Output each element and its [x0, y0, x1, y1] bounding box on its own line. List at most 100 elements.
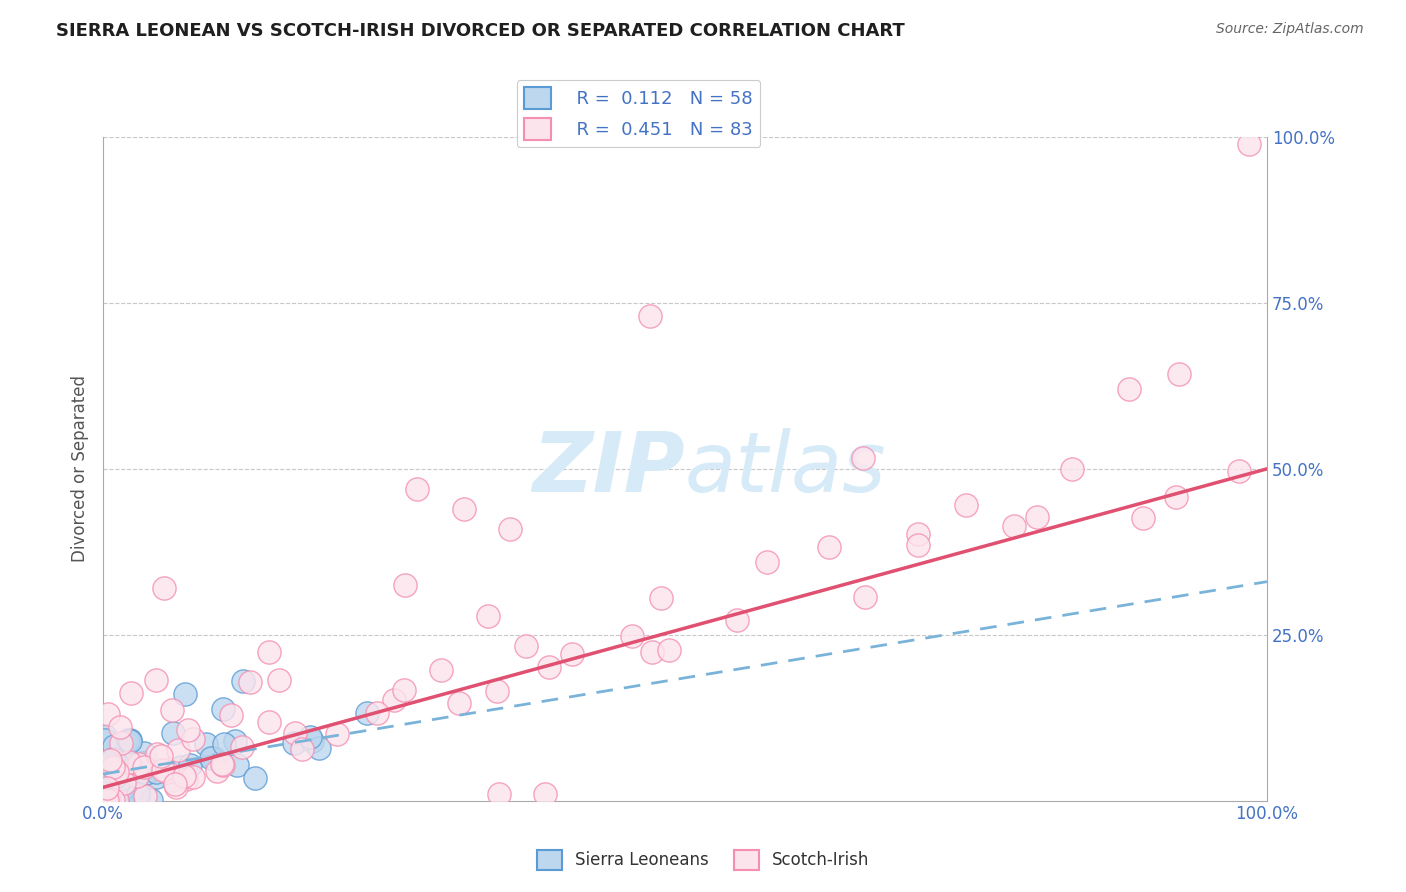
Point: [755, 555, 778, 569]
Point: [205, 764, 228, 778]
Point: [301, 733, 323, 747]
Point: [1239, 136, 1261, 151]
Point: [394, 578, 416, 592]
Point: [239, 675, 262, 690]
Legend: Sierra Leoneans, Scotch-Irish: Sierra Leoneans, Scotch-Irish: [530, 843, 876, 877]
Point: [110, 736, 132, 750]
Point: [94, 756, 117, 771]
Point: [155, 764, 177, 779]
Point: [105, 756, 128, 771]
Point: [112, 792, 135, 806]
Point: [105, 765, 128, 780]
Point: [170, 760, 193, 774]
Point: [224, 734, 246, 748]
Point: [110, 793, 132, 807]
Point: [110, 785, 132, 799]
Point: [98, 753, 121, 767]
Point: [165, 780, 187, 794]
Point: [1168, 368, 1191, 382]
Point: [129, 756, 152, 770]
Point: [561, 647, 583, 661]
Point: [1118, 382, 1140, 396]
Point: [93, 790, 115, 805]
Point: [145, 765, 167, 780]
Point: [283, 736, 305, 750]
Point: [134, 760, 156, 774]
Point: [145, 770, 167, 784]
Point: [200, 751, 222, 765]
Point: [245, 771, 267, 785]
Point: [326, 727, 349, 741]
Point: [486, 684, 509, 698]
Point: [194, 737, 217, 751]
Point: [114, 756, 136, 771]
Point: [146, 747, 169, 761]
Point: [641, 645, 664, 659]
Point: [111, 746, 134, 760]
Point: [101, 793, 124, 807]
Point: [394, 682, 416, 697]
Point: [128, 756, 150, 771]
Text: Source: ZipAtlas.com: Source: ZipAtlas.com: [1216, 22, 1364, 37]
Point: [852, 451, 875, 466]
Point: [160, 703, 183, 717]
Point: [638, 310, 661, 324]
Point: [108, 720, 131, 734]
Point: [366, 706, 388, 721]
Point: [211, 757, 233, 772]
Y-axis label: Divorced or Separated: Divorced or Separated: [72, 376, 89, 562]
Point: [447, 696, 470, 710]
Point: [139, 793, 162, 807]
Point: [212, 738, 235, 752]
Point: [125, 769, 148, 783]
Point: [817, 540, 839, 554]
Point: [111, 782, 134, 797]
Point: [219, 708, 242, 723]
Point: [115, 734, 138, 748]
Point: [112, 776, 135, 790]
Point: [103, 739, 125, 754]
Point: [118, 734, 141, 748]
Point: [1227, 465, 1250, 479]
Point: [620, 629, 643, 643]
Point: [1062, 462, 1084, 476]
Point: [105, 766, 128, 780]
Point: [1166, 490, 1188, 504]
Point: [488, 787, 510, 801]
Point: [105, 769, 128, 783]
Point: [108, 762, 131, 776]
Point: [105, 793, 128, 807]
Point: [149, 749, 172, 764]
Point: [112, 739, 135, 754]
Point: [145, 673, 167, 688]
Point: [114, 770, 136, 784]
Point: [162, 773, 184, 788]
Point: [658, 642, 681, 657]
Point: [132, 746, 155, 760]
Point: [152, 764, 174, 778]
Point: [101, 752, 124, 766]
Point: [101, 773, 124, 788]
Point: [166, 743, 188, 757]
Point: [356, 706, 378, 721]
Point: [284, 726, 307, 740]
Point: [853, 591, 876, 605]
Point: [96, 793, 118, 807]
Point: [127, 787, 149, 801]
Text: SIERRA LEONEAN VS SCOTCH-IRISH DIVORCED OR SEPARATED CORRELATION CHART: SIERRA LEONEAN VS SCOTCH-IRISH DIVORCED …: [56, 22, 905, 40]
Point: [291, 742, 314, 756]
Point: [125, 769, 148, 783]
Point: [162, 725, 184, 739]
Text: ZIP: ZIP: [533, 428, 685, 509]
Point: [534, 787, 557, 801]
Point: [499, 522, 522, 536]
Point: [96, 780, 118, 795]
Point: [382, 693, 405, 707]
Text: atlas: atlas: [685, 428, 887, 509]
Point: [212, 758, 235, 772]
Point: [94, 729, 117, 743]
Point: [1002, 519, 1025, 533]
Point: [135, 766, 157, 780]
Point: [232, 674, 254, 689]
Point: [97, 793, 120, 807]
